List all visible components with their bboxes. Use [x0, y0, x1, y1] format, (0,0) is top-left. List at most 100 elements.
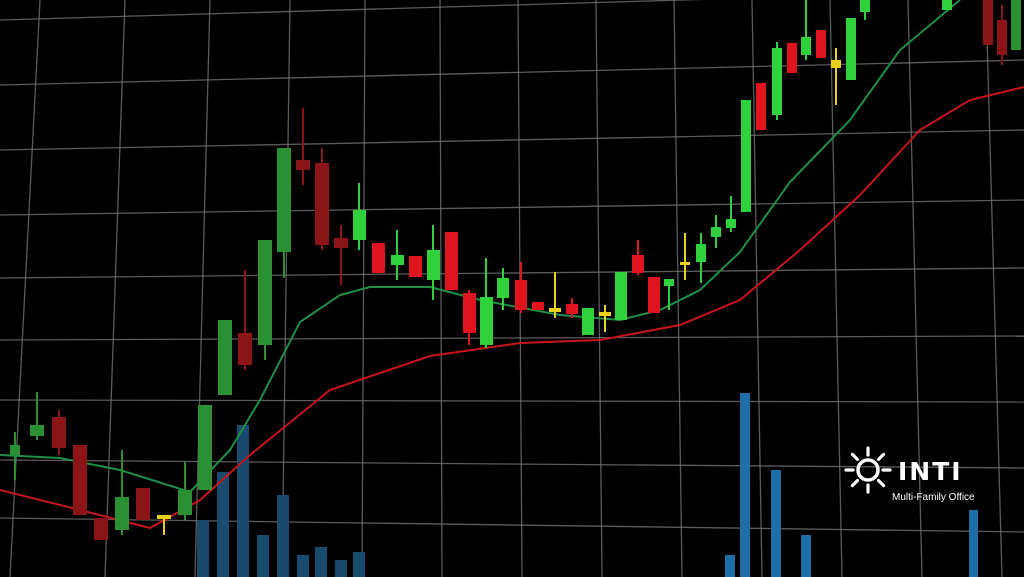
candle [353, 210, 366, 240]
candle [136, 488, 150, 520]
moving-average-fast [0, 0, 961, 494]
candle [334, 238, 348, 248]
candle [497, 278, 509, 298]
grid-line [0, 129, 1024, 151]
grid-line [751, 0, 763, 577]
grid-line [673, 0, 683, 577]
grid-line [104, 0, 126, 577]
grid-line [0, 399, 1024, 403]
candle [846, 18, 856, 80]
candle [772, 48, 782, 115]
candle [983, 0, 993, 45]
candle [801, 37, 811, 55]
volume-bar [217, 472, 229, 577]
volume-bar [353, 552, 365, 577]
grid-line [0, 459, 1024, 469]
candle [372, 243, 385, 273]
grid-line [0, 267, 1024, 279]
grid-line [0, 335, 1024, 341]
ray [850, 479, 859, 488]
grid-line [0, 0, 705, 21]
candle [277, 148, 291, 252]
candle [258, 240, 272, 345]
candle [632, 255, 644, 273]
candle [427, 250, 440, 280]
volume-bar [197, 520, 209, 577]
candles [10, 0, 1021, 540]
candle [860, 0, 870, 12]
candle [315, 163, 329, 245]
logo-rays [844, 446, 892, 494]
logo-sun [856, 458, 880, 482]
candle [756, 83, 766, 130]
candle [680, 262, 690, 265]
ray [850, 452, 859, 461]
candle [238, 333, 252, 365]
candle [816, 30, 826, 58]
candle [566, 304, 578, 314]
candle [391, 255, 404, 265]
candle [480, 297, 493, 345]
volume-bar [740, 393, 750, 577]
grid-line [0, 517, 1024, 533]
candle [1011, 0, 1021, 50]
candle [30, 425, 44, 436]
candle [157, 515, 171, 519]
candle [198, 405, 212, 490]
candle [997, 20, 1007, 55]
grid-line [907, 0, 923, 577]
candle [532, 302, 544, 310]
candle [648, 277, 660, 313]
candle [664, 279, 674, 286]
candle [741, 100, 751, 212]
volume-bar [237, 425, 249, 577]
candle [296, 160, 310, 170]
candle [726, 219, 736, 228]
candle [10, 445, 20, 455]
grid-line [281, 0, 291, 577]
candle [599, 312, 611, 316]
logo-tagline: Multi-Family Office [892, 492, 975, 503]
candle [582, 308, 594, 335]
grid-line [9, 0, 41, 577]
candle [549, 308, 561, 312]
grid-line [0, 199, 1024, 216]
candle [409, 256, 422, 277]
grid-line [194, 0, 211, 577]
volume-bar [297, 555, 309, 577]
grid-line [829, 0, 843, 577]
candle [696, 244, 706, 262]
candle [115, 497, 129, 530]
logo-icon [844, 446, 892, 494]
candle [178, 490, 192, 515]
candle [445, 232, 458, 290]
candle [73, 445, 87, 515]
moving-average-slow [0, 86, 1024, 530]
logo-name: INTI [898, 457, 963, 486]
candle [831, 60, 841, 68]
grid-line [439, 0, 443, 577]
candle [615, 272, 627, 320]
ray [877, 452, 886, 461]
volume-bar [257, 535, 269, 577]
candle [463, 293, 476, 333]
ray [877, 479, 886, 488]
volume-bar [315, 547, 327, 577]
candle [52, 417, 66, 448]
candle [515, 280, 527, 310]
candle [711, 227, 721, 237]
candle [787, 43, 797, 73]
volume-bar [335, 560, 347, 577]
volume-bar [725, 555, 735, 577]
volume [197, 393, 978, 577]
volume-bar [771, 470, 781, 577]
volume-bar [969, 510, 978, 577]
volume-bar [801, 535, 811, 577]
candle [942, 0, 952, 10]
volume-bar [277, 495, 289, 577]
candle [218, 320, 232, 395]
